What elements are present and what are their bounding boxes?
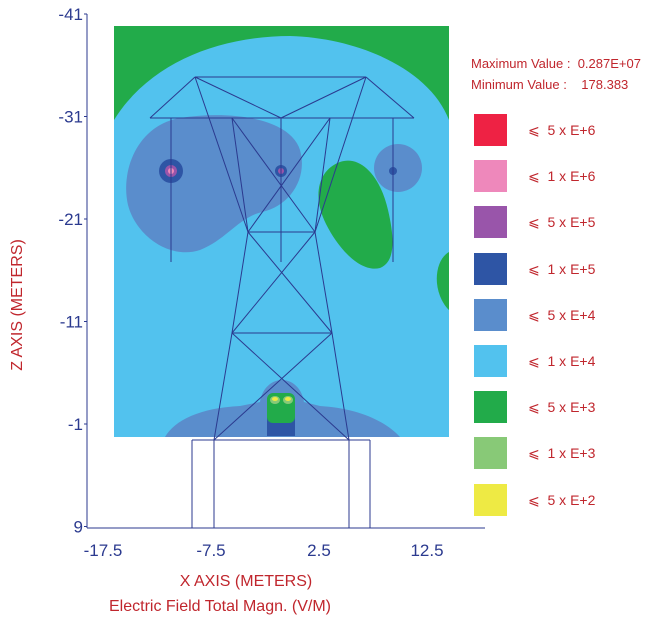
legend-label: ⩽ 1 x E+4 [528, 353, 596, 369]
y-tick-label: -41 [58, 5, 83, 24]
legend-label: ⩽ 1 x E+3 [528, 445, 596, 462]
legend-label: ⩽ 5 x E+4 [528, 306, 596, 323]
x-tick-label: 2.5 [307, 541, 331, 560]
legend-swatch [474, 114, 507, 146]
legend-item: ⩽ 5 x E+3 [474, 391, 664, 424]
maximum-value: Maximum Value : 0.287E+07 [471, 56, 641, 71]
axes [86, 14, 485, 529]
legend-swatch [474, 160, 507, 193]
minimum-value-number: 178.383 [581, 77, 629, 92]
legend-item: ⩽ 5 x E+2 [474, 483, 664, 516]
legend-label: ⩽ 1 x E+6 [528, 168, 596, 185]
x-tick-label: -17.5 [84, 541, 123, 560]
legend-label: ⩽ 5 x E+3 [528, 399, 596, 416]
y-axis-label: Z AXIS (METERS) [9, 239, 26, 371]
ground-region-5e2-left [272, 397, 278, 401]
maximum-value-number: 0.287E+07 [577, 56, 641, 71]
legend-swatch [474, 483, 507, 516]
legend-item: ⩽ 1 x E+4 [474, 345, 664, 377]
legend-swatch [474, 252, 507, 285]
y-tick-label: -21 [58, 210, 83, 229]
y-tick-label: -31 [58, 108, 83, 127]
x-tick-label: 12.5 [410, 541, 443, 560]
legend-label: ⩽ 5 x E+5 [528, 214, 596, 231]
y-axis-ticks: -41 -31 -21 -11 -1 9 [58, 5, 87, 537]
legend-swatch [474, 298, 507, 331]
chart-title: Electric Field Total Magn. (V/M) [109, 598, 331, 615]
legend-item: ⩽ 1 x E+6 [474, 160, 664, 193]
legend-swatch [474, 391, 507, 424]
tower-wireframe [149, 76, 415, 528]
legend-item: ⩽ 5 x E+6 [474, 114, 664, 146]
x-axis-label: X AXIS (METERS) [180, 573, 312, 590]
x-tick-label: -7.5 [196, 541, 225, 560]
legend-item: ⩽ 5 x E+5 [474, 206, 664, 239]
legend-label: ⩽ 5 x E+6 [528, 122, 596, 138]
ground-region-5e2-right [285, 397, 291, 401]
minimum-value-label: Minimum Value : [471, 77, 567, 92]
legend-swatch [474, 206, 507, 239]
legend-swatch [474, 437, 507, 470]
field-region-5e4-right [374, 144, 422, 192]
y-tick-label: 9 [74, 518, 83, 537]
x-axis-ticks: -17.5 -7.5 2.5 12.5 [84, 541, 444, 560]
legend-item: ⩽ 5 x E+4 [474, 298, 664, 331]
legend-swatch [474, 345, 507, 377]
legend-item: ⩽ 1 x E+5 [474, 252, 664, 285]
maximum-value-label: Maximum Value : [471, 56, 571, 71]
legend-label: ⩽ 1 x E+5 [528, 260, 596, 277]
y-tick-label: -1 [68, 415, 83, 434]
field-region-5e3-right [436, 252, 449, 310]
field-region-5e3-middle [318, 160, 393, 269]
legend-label: ⩽ 5 x E+2 [528, 491, 596, 508]
legend-item: ⩽ 1 x E+3 [474, 437, 664, 470]
field-region-5e4-left [126, 115, 302, 253]
field-region-5e3-top [114, 26, 449, 120]
minimum-value: Minimum Value : 178.383 [471, 77, 628, 92]
y-tick-label: -11 [60, 313, 83, 332]
